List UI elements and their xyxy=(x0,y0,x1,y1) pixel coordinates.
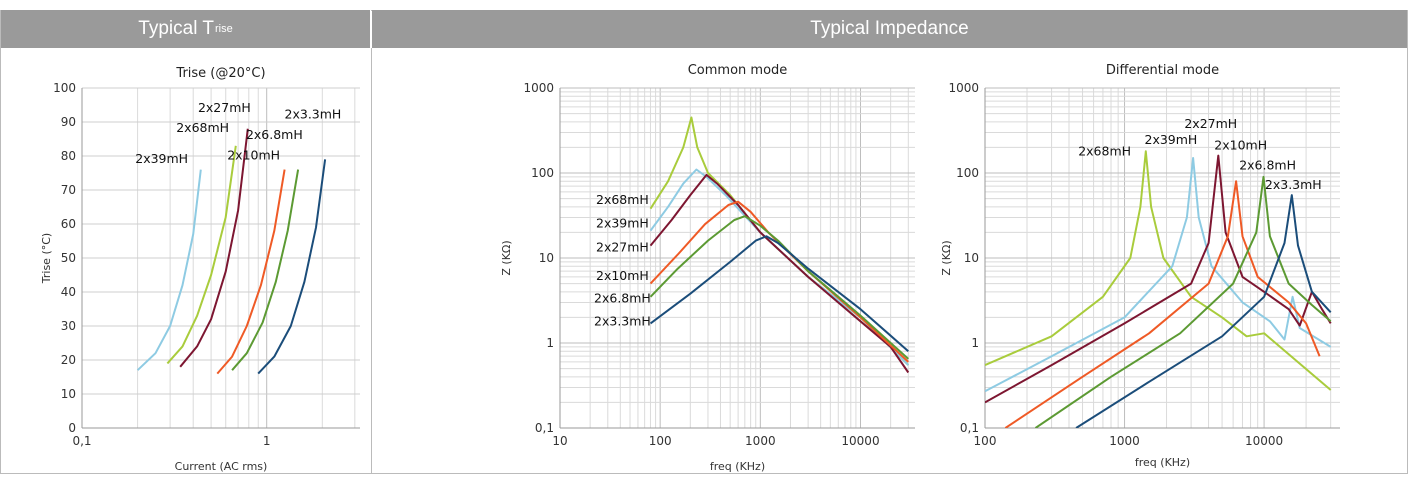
x-axis-label: freq (KHz) xyxy=(1135,456,1190,469)
chart-3: 0,1 1 10 100 1000 100 1000 10000 Differential mo… xyxy=(940,63,1340,469)
series-label-2x6.8mH: 2x6.8mH xyxy=(1239,157,1296,172)
y-tick-label: 100 xyxy=(53,81,76,95)
x-tick-label: 100 xyxy=(649,434,672,448)
y-axis-label: Z (KΩ) xyxy=(500,240,513,275)
series-line-2x68mH xyxy=(985,150,1332,391)
y-tick-label: 60 xyxy=(61,217,76,231)
series-label-2x3.3mH: 2x3.3mH xyxy=(285,107,342,122)
series-line-2x3.3mH xyxy=(1075,194,1332,428)
y-tick-label: 80 xyxy=(61,149,76,163)
series-label-2x10mH: 2x10mH xyxy=(227,147,280,162)
series-label-2x3.3mH: 2x3.3mH xyxy=(594,314,651,329)
grid-lines xyxy=(81,87,360,429)
series-label-2x27mH: 2x27mH xyxy=(198,100,251,115)
series-line-2x39mH xyxy=(136,169,202,371)
chart-title: Common mode xyxy=(688,63,788,78)
series-line-2x6.8mH xyxy=(649,215,909,360)
panel-divider-1 xyxy=(371,48,372,474)
series-label-2x39mH: 2x39mH xyxy=(1145,132,1198,147)
x-tick-label: 100 xyxy=(974,434,997,448)
series-line-2x10mH xyxy=(649,200,909,363)
y-tick-label: 90 xyxy=(61,115,76,129)
y-tick-label: 10 xyxy=(964,251,979,265)
chart-1: 0 10 20 30 40 50 60 70 80 90 100 0,1 1 Trise (@20°C) C… xyxy=(40,66,360,473)
series-label-2x10mH: 2x10mH xyxy=(596,268,649,283)
grid-lines xyxy=(559,87,915,429)
y-axis-label: Trise (°C) xyxy=(40,233,53,284)
x-tick-label: 1 xyxy=(263,434,271,448)
y-axis-label: Z (KΩ) xyxy=(940,240,953,275)
chart-2: 0,1 1 10 100 1000 10 100 1000 10000 Common mode fr… xyxy=(500,63,915,473)
series-line-2x27mH xyxy=(179,128,249,368)
series-line-2x27mH xyxy=(985,154,1332,404)
y-tick-label: 50 xyxy=(61,251,76,265)
series-line-2x3.3mH xyxy=(257,159,327,375)
header-typical-impedance: Typical Impedance xyxy=(372,10,1407,48)
x-tick-label: 10000 xyxy=(1245,434,1283,448)
header-trise-sub: rise xyxy=(214,23,233,35)
y-tick-label: 0,1 xyxy=(960,421,979,435)
header-impedance-text: Typical Impedance xyxy=(810,18,969,39)
y-tick-label: 100 xyxy=(531,166,554,180)
series-group xyxy=(649,116,910,374)
series-label-2x6.8mH: 2x6.8mH xyxy=(594,290,651,305)
series-group xyxy=(985,150,1332,428)
y-tick-label: 10 xyxy=(61,387,76,401)
series-line-2x6.8mH xyxy=(1034,175,1332,428)
y-tick-label: 1000 xyxy=(523,81,554,95)
y-tick-label: 30 xyxy=(61,319,76,333)
y-tick-label: 10 xyxy=(539,251,554,265)
y-tick-label: 1000 xyxy=(948,81,979,95)
y-tick-label: 20 xyxy=(61,353,76,367)
x-tick-label: 1000 xyxy=(745,434,776,448)
x-axis-label: Current (AC rms) xyxy=(175,460,268,473)
y-tick-label: 1 xyxy=(971,336,979,350)
series-line-2x68mH xyxy=(166,145,237,365)
y-tick-label: 100 xyxy=(956,166,979,180)
chart-title: Trise (@20°C) xyxy=(175,66,265,81)
y-tick-label: 70 xyxy=(61,183,76,197)
x-tick-label: 0,1 xyxy=(72,434,91,448)
series-line-2x39mH xyxy=(649,168,910,366)
header-trise-main: Typical T xyxy=(138,18,214,39)
series-label-2x3.3mH: 2x3.3mH xyxy=(1265,177,1322,192)
x-tick-label: 10000 xyxy=(841,434,879,448)
series-label-2x10mH: 2x10mH xyxy=(1214,137,1267,152)
x-tick-label: 1000 xyxy=(1109,434,1140,448)
series-label-2x68mH: 2x68mH xyxy=(176,120,229,135)
series-label-2x39mH: 2x39mH xyxy=(135,151,188,166)
chart-title: Differential mode xyxy=(1106,63,1219,78)
y-tick-label: 1 xyxy=(546,336,554,350)
series-label-2x6.8mH: 2x6.8mH xyxy=(246,127,303,142)
series-group xyxy=(136,128,327,375)
y-tick-label: 0 xyxy=(68,421,76,435)
series-label-2x68mH: 2x68mH xyxy=(596,192,649,207)
series-label-2x39mH: 2x39mH xyxy=(596,215,649,230)
series-line-2x27mH xyxy=(649,173,910,374)
y-tick-label: 40 xyxy=(61,285,76,299)
x-axis-label: freq (KHz) xyxy=(710,460,765,473)
series-label-2x68mH: 2x68mH xyxy=(1078,144,1131,159)
series-label-2x27mH: 2x27mH xyxy=(596,239,649,254)
series-label-2x27mH: 2x27mH xyxy=(1184,116,1237,131)
series-line-2x10mH xyxy=(216,169,286,375)
series-line-2x10mH xyxy=(1004,180,1321,428)
series-line-2x3.3mH xyxy=(649,235,909,352)
y-tick-label: 0,1 xyxy=(535,421,554,435)
x-tick-label: 10 xyxy=(552,434,567,448)
series-line-2x6.8mH xyxy=(231,169,300,371)
